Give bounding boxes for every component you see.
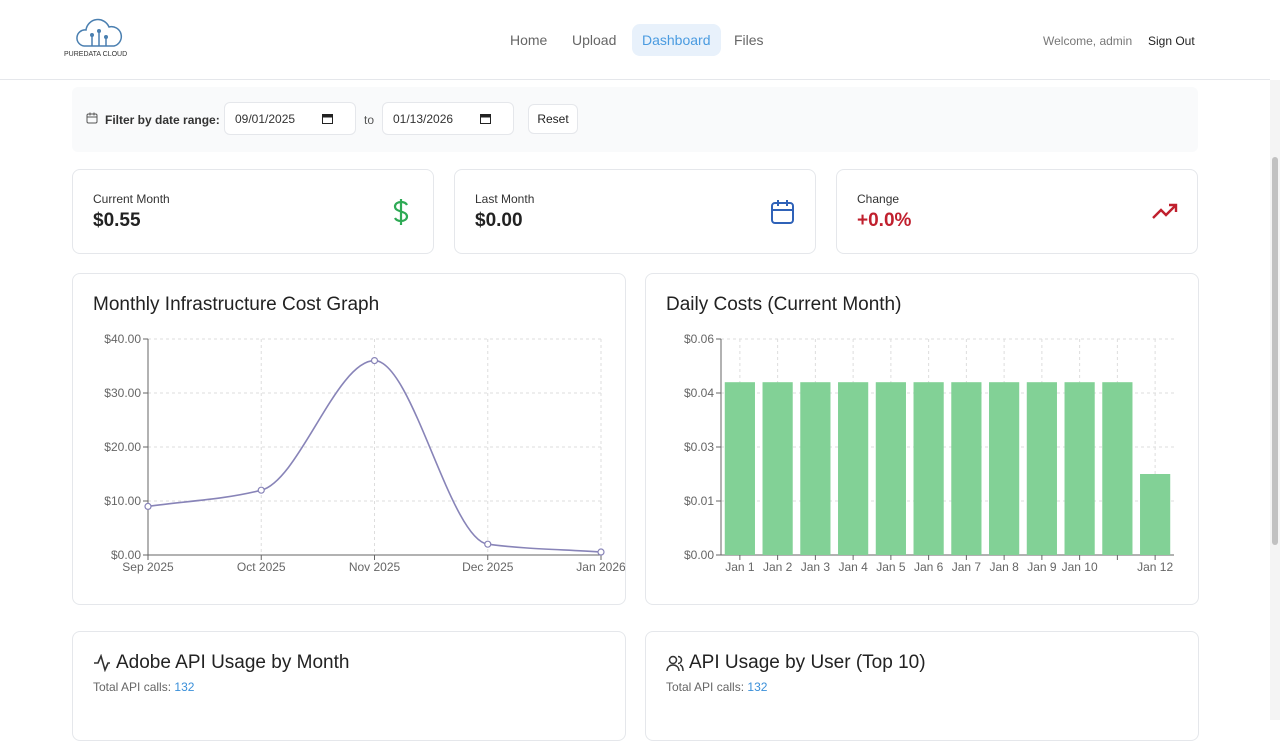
x-tick-label: Jan 2 [763,560,793,574]
panel-card: Adobe API Usage by Month Total API calls… [72,631,626,741]
nav-link[interactable]: Files [734,32,764,48]
sign-out[interactable]: Sign Out [1148,34,1195,48]
y-tick-label: $0.06 [684,332,714,346]
nav-link[interactable]: Upload [572,32,617,48]
scrollbar-thumb[interactable] [1272,157,1278,545]
panel-title: Adobe API Usage by Month [116,652,350,673]
nav-link-active[interactable]: Dashboard [632,24,721,56]
date-picker-icon[interactable] [480,113,491,124]
point [484,540,492,548]
x-tick-label: Jan 12 [1137,560,1173,574]
x-tick-label: Jan 3 [801,560,831,574]
bar [762,382,793,555]
logo-text[interactable]: PUREDATA CLOUD [64,51,128,58]
nav-link[interactable]: Home [510,32,548,48]
x-tick-label: Jan 1 [725,560,755,574]
total-label: Total API calls: [666,680,745,694]
bar [1064,382,1095,555]
chart-card: Daily Costs (Current Month) $0.00 $0.01 $0… [645,273,1199,605]
bar [1140,474,1171,555]
x-tick-label: Jan 8 [989,560,1019,574]
bar [1026,382,1057,555]
date-picker-icon[interactable] [322,113,333,124]
y-tick-label: $20.00 [104,440,141,454]
x-tick-label: Sep 2025 [122,560,174,574]
total-value: 132 [747,680,768,694]
reset-button[interactable]: Reset [528,104,578,134]
point [257,486,265,494]
users-icon [666,655,684,672]
bar [875,382,906,555]
bar [951,382,982,555]
total-label: Total API calls: [93,680,172,694]
panel-total: Total API calls: 132 [666,680,767,694]
logo-icon[interactable] [74,16,124,50]
total-value: 132 [174,680,195,694]
stat-value: $0.00 [475,210,523,231]
x-tick-label: Jan 2026 [576,560,625,574]
stat-value: $0.55 [93,210,141,231]
stat-card: Current Month $0.55 [72,169,434,254]
x-tick-label: Jan 7 [952,560,982,574]
date-value: 09/01/2025 [235,112,296,126]
calendar-icon [86,112,98,124]
stat-card: Last Month $0.00 [454,169,816,254]
point [370,356,379,365]
chart-card: Monthly Infrastructure Cost Graph $0.00 $… [72,273,626,605]
x-tick-label: Oct 2025 [237,560,286,574]
y-tick-label: $0.04 [684,386,714,400]
x-tick-label: Jan 5 [876,560,906,574]
point [597,548,605,556]
y-tick-label: $0.00 [684,548,714,562]
stat-label: Change [857,192,900,206]
welcome-text: Welcome, admin [1043,34,1133,48]
date-value: 01/13/2026 [393,112,454,126]
y-tick-label: $0.00 [111,548,141,562]
chart-title: Monthly Infrastructure Cost Graph [93,294,380,315]
y-tick-label: $40.00 [104,332,141,346]
bar [800,382,831,555]
stat-label: Last Month [475,192,535,206]
date-input[interactable]: 09/01/2025 [224,102,356,135]
filter-label: Filter by date range: [105,113,220,127]
stat-card: Change +0.0% [836,169,1198,254]
dollar-icon [393,199,409,225]
date-input[interactable]: 01/13/2026 [382,102,514,135]
calendar-icon [771,200,794,224]
chart-title: Daily Costs (Current Month) [666,294,902,315]
trend-icon [1152,203,1178,219]
x-tick-label: Jan 4 [838,560,868,574]
x-tick-label: Dec 2025 [462,560,514,574]
stat-label: Current Month [93,192,170,206]
stat-value: +0.0% [857,210,912,231]
activity-icon [94,654,110,672]
chart: $0.00 $10.00 $20.00 $30.00 $40.00 Sep 2025 Oct… [104,332,625,574]
y-tick-label: $30.00 [104,386,141,400]
y-tick-label: $0.03 [684,440,714,454]
navbar: PUREDATA CLOUD Home Upload Dashboard Fil… [0,0,1270,80]
chart: $0.00 $0.01 $0.03 $0.04 $0.06 Jan 1 Jan 2 Jan 3… [684,332,1174,574]
bar [913,382,944,555]
y-tick-label: $10.00 [104,494,141,508]
x-tick-label: Jan 10 [1062,560,1098,574]
panel-total: Total API calls: 132 [93,680,194,694]
to-text: to [364,113,375,127]
bar [838,382,869,555]
point [144,502,152,510]
x-tick-label: Nov 2025 [349,560,401,574]
bar [724,382,755,555]
y-tick-label: $0.01 [684,494,714,508]
bar [989,382,1020,555]
scrollbar[interactable] [1270,80,1280,720]
x-tick-label: Jan 9 [1027,560,1057,574]
panel-title: API Usage by User (Top 10) [689,652,926,673]
bar [1102,382,1133,555]
panel-card: API Usage by User (Top 10) Total API cal… [645,631,1199,741]
x-tick-label: Jan 6 [914,560,944,574]
